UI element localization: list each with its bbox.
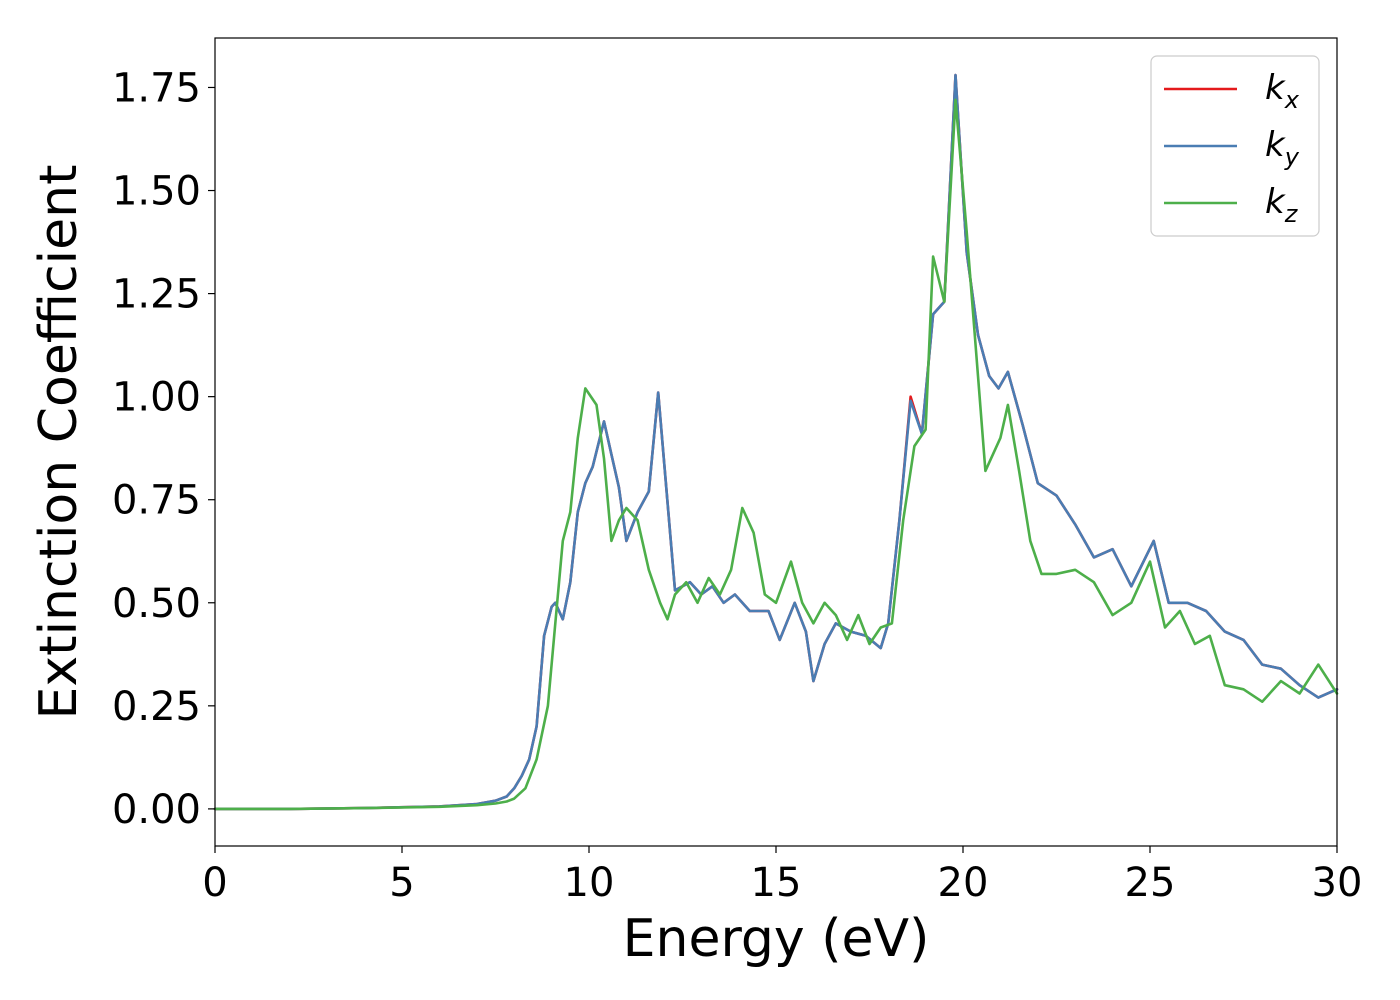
x-tick-label: 20 — [938, 860, 989, 906]
y-axis-title: Extinction Coefficient — [29, 165, 89, 720]
y-tick-label: 0.75 — [112, 478, 201, 524]
x-tick-label: 25 — [1125, 860, 1176, 906]
y-tick-label: 0.25 — [112, 684, 201, 730]
legend-label-kx: kx — [1265, 68, 1300, 114]
x-tick-label: 15 — [751, 860, 802, 906]
plot-lines — [213, 73, 1339, 811]
y-tick-label: 0.00 — [112, 787, 201, 833]
x-tick-label: 30 — [1312, 860, 1363, 906]
y-tick-label: 1.50 — [112, 169, 201, 215]
legend-label-kz: kz — [1265, 182, 1299, 228]
y-tick-label: 1.25 — [112, 272, 201, 318]
series-line-ky — [213, 73, 1339, 811]
y-axis-ticks: 0.00 0.25 0.50 0.75 1.00 1.25 1.50 1.75 — [112, 65, 215, 833]
legend-label-ky: ky — [1265, 125, 1300, 171]
x-axis-title: Energy (eV) — [623, 909, 930, 969]
x-tick-label: 0 — [202, 860, 227, 906]
x-tick-label: 5 — [389, 860, 414, 906]
x-tick-label: 10 — [564, 860, 615, 906]
series-line-kz — [213, 98, 1339, 811]
x-axis-ticks: 0 5 10 15 20 25 30 — [202, 846, 1362, 906]
legend: kx ky kz — [1150, 55, 1320, 237]
y-tick-label: 1.00 — [112, 375, 201, 421]
y-tick-label: 0.50 — [112, 581, 201, 627]
y-tick-label: 1.75 — [112, 65, 201, 111]
